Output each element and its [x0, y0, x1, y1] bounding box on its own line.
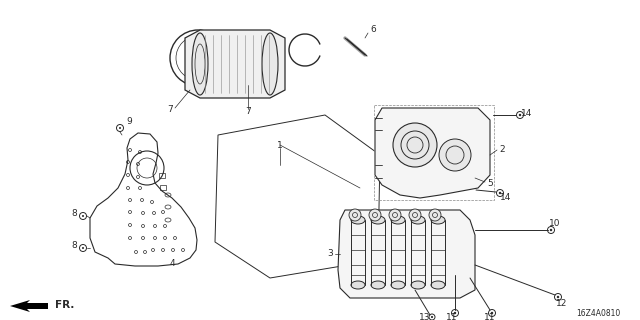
Ellipse shape [262, 33, 278, 95]
Circle shape [119, 127, 121, 129]
Ellipse shape [431, 216, 445, 224]
Bar [159, 172, 165, 178]
Text: FR.: FR. [55, 300, 74, 310]
Text: 10: 10 [549, 220, 561, 228]
Polygon shape [185, 30, 285, 98]
Text: 8: 8 [71, 209, 77, 218]
Text: 14: 14 [500, 194, 512, 203]
Ellipse shape [431, 281, 445, 289]
Circle shape [499, 192, 501, 194]
Ellipse shape [192, 33, 208, 95]
Text: 4: 4 [169, 260, 175, 268]
Text: 3: 3 [327, 250, 333, 259]
Text: 9: 9 [126, 117, 132, 126]
Circle shape [349, 209, 361, 221]
Ellipse shape [391, 281, 405, 289]
Circle shape [454, 312, 456, 314]
Circle shape [550, 229, 552, 231]
Text: 5: 5 [487, 179, 493, 188]
Polygon shape [375, 108, 490, 198]
Text: 7: 7 [167, 106, 173, 115]
Circle shape [409, 209, 421, 221]
Ellipse shape [351, 281, 365, 289]
Text: 1: 1 [277, 140, 283, 149]
Circle shape [429, 209, 441, 221]
Ellipse shape [391, 216, 405, 224]
Bar [160, 185, 166, 189]
Circle shape [431, 316, 433, 318]
Text: 11: 11 [446, 314, 458, 320]
Polygon shape [338, 210, 475, 298]
Circle shape [393, 123, 437, 167]
Ellipse shape [371, 281, 385, 289]
Circle shape [557, 296, 559, 298]
Text: 7: 7 [245, 108, 251, 116]
Text: 6: 6 [370, 26, 376, 35]
Ellipse shape [411, 281, 425, 289]
Circle shape [369, 209, 381, 221]
Ellipse shape [411, 216, 425, 224]
Circle shape [82, 247, 84, 249]
Ellipse shape [371, 216, 385, 224]
Circle shape [82, 215, 84, 217]
Circle shape [389, 209, 401, 221]
Text: 2: 2 [499, 146, 505, 155]
Text: 11: 11 [484, 314, 496, 320]
Text: 14: 14 [522, 108, 532, 117]
Circle shape [519, 114, 521, 116]
Ellipse shape [351, 216, 365, 224]
Bar [374, 105, 494, 200]
Text: 8: 8 [71, 241, 77, 250]
Text: 13: 13 [419, 314, 431, 320]
Polygon shape [10, 300, 48, 312]
Text: 12: 12 [556, 300, 568, 308]
Circle shape [439, 139, 471, 171]
Text: 16Z4A0810: 16Z4A0810 [576, 309, 620, 318]
Circle shape [491, 312, 493, 314]
